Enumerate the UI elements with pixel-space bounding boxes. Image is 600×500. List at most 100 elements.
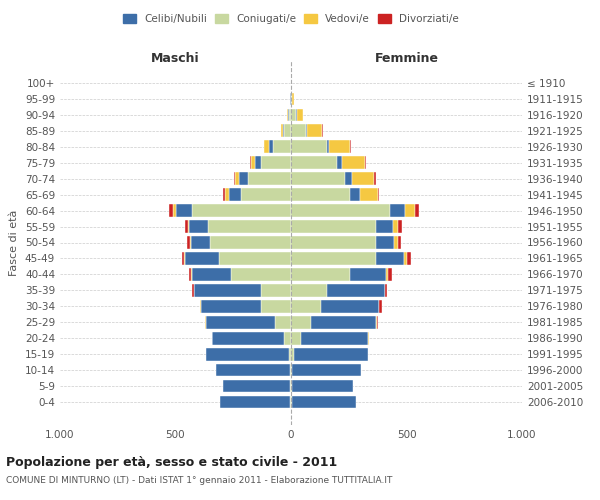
Y-axis label: Anni di nascita: Anni di nascita: [598, 201, 600, 284]
Bar: [404, 252, 407, 264]
Bar: [239, 172, 248, 185]
Bar: [291, 220, 376, 233]
Bar: [388, 268, 392, 280]
Bar: [311, 316, 376, 328]
Bar: [251, 156, 255, 169]
Bar: [283, 124, 284, 137]
Bar: [287, 108, 289, 121]
Text: Maschi: Maschi: [151, 52, 200, 66]
Bar: [292, 380, 353, 392]
Bar: [376, 252, 404, 264]
Bar: [169, 204, 173, 217]
Y-axis label: Fasce di età: Fasce di età: [10, 210, 19, 276]
Bar: [345, 172, 352, 185]
Bar: [284, 332, 291, 344]
Bar: [337, 156, 342, 169]
Bar: [386, 268, 388, 280]
Bar: [193, 284, 194, 296]
Bar: [291, 108, 296, 121]
Bar: [206, 348, 289, 360]
Bar: [189, 268, 191, 280]
Bar: [321, 300, 379, 312]
Bar: [250, 156, 251, 169]
Legend: Celibi/Nubili, Coniugati/e, Vedovi/e, Divorziati/e: Celibi/Nubili, Coniugati/e, Vedovi/e, Di…: [120, 10, 462, 27]
Bar: [350, 268, 386, 280]
Bar: [291, 364, 292, 376]
Text: COMUNE DI MINTURNO (LT) - Dati ISTAT 1° gennaio 2011 - Elaborazione TUTTITALIA.I: COMUNE DI MINTURNO (LT) - Dati ISTAT 1° …: [6, 476, 392, 485]
Bar: [291, 284, 327, 296]
Text: Popolazione per età, sesso e stato civile - 2011: Popolazione per età, sesso e stato civil…: [6, 456, 337, 469]
Bar: [307, 124, 322, 137]
Bar: [374, 172, 376, 185]
Bar: [229, 188, 241, 201]
Bar: [190, 220, 208, 233]
Bar: [187, 236, 190, 248]
Bar: [231, 268, 291, 280]
Bar: [292, 396, 356, 408]
Bar: [377, 316, 378, 328]
Bar: [360, 188, 377, 201]
Bar: [391, 204, 406, 217]
Bar: [201, 300, 261, 312]
Bar: [182, 252, 184, 264]
Bar: [291, 348, 295, 360]
Bar: [329, 140, 350, 153]
Bar: [398, 236, 401, 248]
Bar: [281, 124, 283, 137]
Bar: [376, 220, 392, 233]
Bar: [291, 268, 350, 280]
Bar: [398, 220, 402, 233]
Bar: [291, 92, 292, 105]
Bar: [407, 252, 411, 264]
Bar: [185, 220, 188, 233]
Bar: [292, 92, 294, 105]
Bar: [291, 204, 391, 217]
Bar: [291, 140, 327, 153]
Bar: [352, 172, 374, 185]
Bar: [350, 188, 360, 201]
Bar: [206, 316, 275, 328]
Bar: [295, 348, 368, 360]
Bar: [194, 284, 261, 296]
Bar: [291, 172, 345, 185]
Bar: [379, 300, 382, 312]
Bar: [223, 188, 225, 201]
Bar: [265, 140, 269, 153]
Bar: [255, 156, 261, 169]
Bar: [342, 156, 365, 169]
Bar: [291, 236, 376, 248]
Bar: [406, 204, 415, 217]
Bar: [327, 140, 329, 153]
Bar: [212, 332, 284, 344]
Bar: [275, 316, 291, 328]
Bar: [272, 140, 291, 153]
Bar: [291, 252, 376, 264]
Bar: [290, 396, 291, 408]
Bar: [292, 364, 361, 376]
Bar: [291, 156, 337, 169]
Bar: [220, 396, 290, 408]
Bar: [291, 396, 292, 408]
Bar: [392, 220, 398, 233]
Bar: [216, 364, 290, 376]
Text: Femmine: Femmine: [374, 52, 439, 66]
Bar: [290, 380, 291, 392]
Bar: [269, 140, 272, 153]
Bar: [234, 172, 235, 185]
Bar: [291, 380, 292, 392]
Bar: [235, 172, 239, 185]
Bar: [173, 204, 176, 217]
Bar: [394, 236, 398, 248]
Bar: [296, 108, 304, 121]
Bar: [284, 124, 291, 137]
Bar: [225, 188, 229, 201]
Bar: [290, 364, 291, 376]
Bar: [176, 204, 191, 217]
Bar: [241, 188, 291, 201]
Bar: [191, 268, 231, 280]
Bar: [248, 172, 291, 185]
Bar: [210, 236, 291, 248]
Bar: [365, 156, 366, 169]
Bar: [376, 236, 394, 248]
Bar: [184, 252, 185, 264]
